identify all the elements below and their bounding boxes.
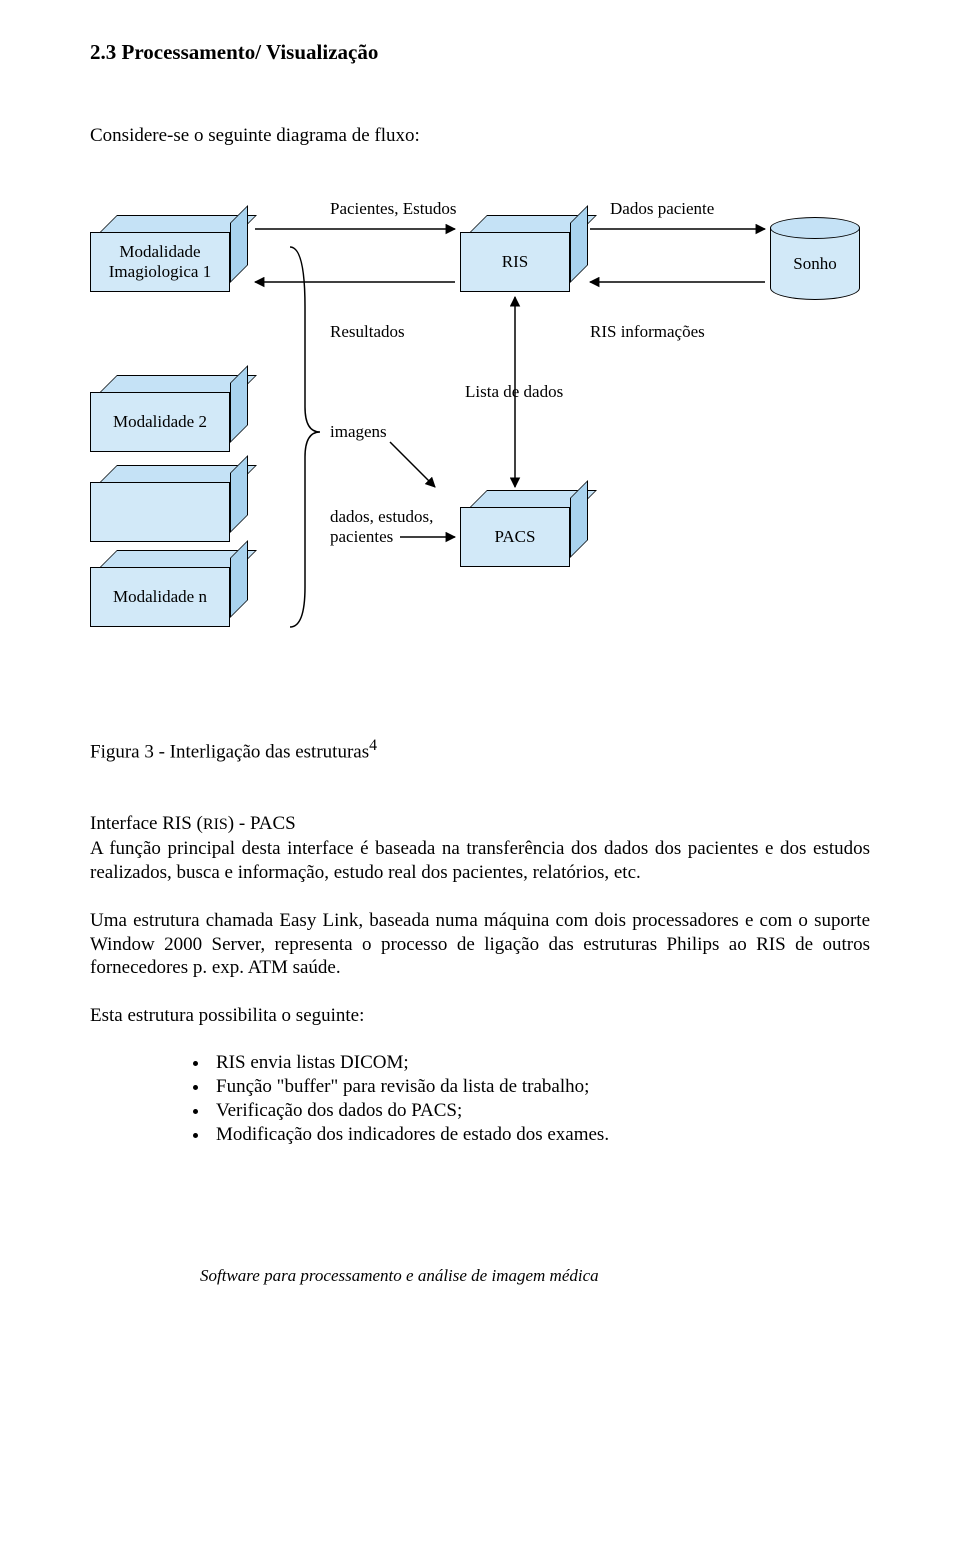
box-label: PACS xyxy=(495,527,536,547)
label-dados-estudos-2: pacientes xyxy=(330,527,393,547)
interface-subhead: Interface RIS (RIS) - PACS xyxy=(90,813,870,835)
section-heading: 2.3 Processamento/ Visualização xyxy=(90,40,870,65)
figure-superscript: 4 xyxy=(369,737,377,754)
label-resultados: Resultados xyxy=(330,322,405,342)
cylinder-label: Sonho xyxy=(793,254,836,274)
box-label: Modalidade Imagiologica 1 xyxy=(93,242,227,282)
paragraph-2: Uma estrutura chamada Easy Link, baseada… xyxy=(90,909,870,980)
label-ris-informacoes: RIS informações xyxy=(590,322,705,342)
flow-diagram: Modalidade Imagiologica 1 RIS Sonho Moda… xyxy=(90,187,870,687)
label-imagens: imagens xyxy=(330,422,387,442)
bullet-item: Verificação dos dados do PACS; xyxy=(210,1100,870,1122)
paragraph-1: A função principal desta interface é bas… xyxy=(90,837,870,885)
page-footer: Software para processamento e análise de… xyxy=(90,1266,870,1286)
paragraph-3: Esta estrutura possibilita o seguinte: xyxy=(90,1004,870,1028)
box-label: RIS xyxy=(502,252,528,272)
box-label: Modalidade n xyxy=(113,587,207,607)
bullet-item: Modificação dos indicadores de estado do… xyxy=(210,1124,870,1146)
bullet-item: Função "buffer" para revisão da lista de… xyxy=(210,1076,870,1098)
bullet-item: RIS envia listas DICOM; xyxy=(210,1052,870,1074)
label-dados-estudos-1: dados, estudos, xyxy=(330,507,433,527)
figure-caption: Figura 3 - Interligação das estruturas4 xyxy=(90,737,870,763)
label-lista-dados: Lista de dados xyxy=(465,382,563,402)
intro-text: Considere-se o seguinte diagrama de flux… xyxy=(90,125,870,147)
bullet-list: RIS envia listas DICOM; Função "buffer" … xyxy=(210,1052,870,1146)
label-dados-paciente: Dados paciente xyxy=(610,199,714,219)
label-pacientes-estudos: Pacientes, Estudos xyxy=(330,199,457,219)
box-label: Modalidade 2 xyxy=(113,412,207,432)
